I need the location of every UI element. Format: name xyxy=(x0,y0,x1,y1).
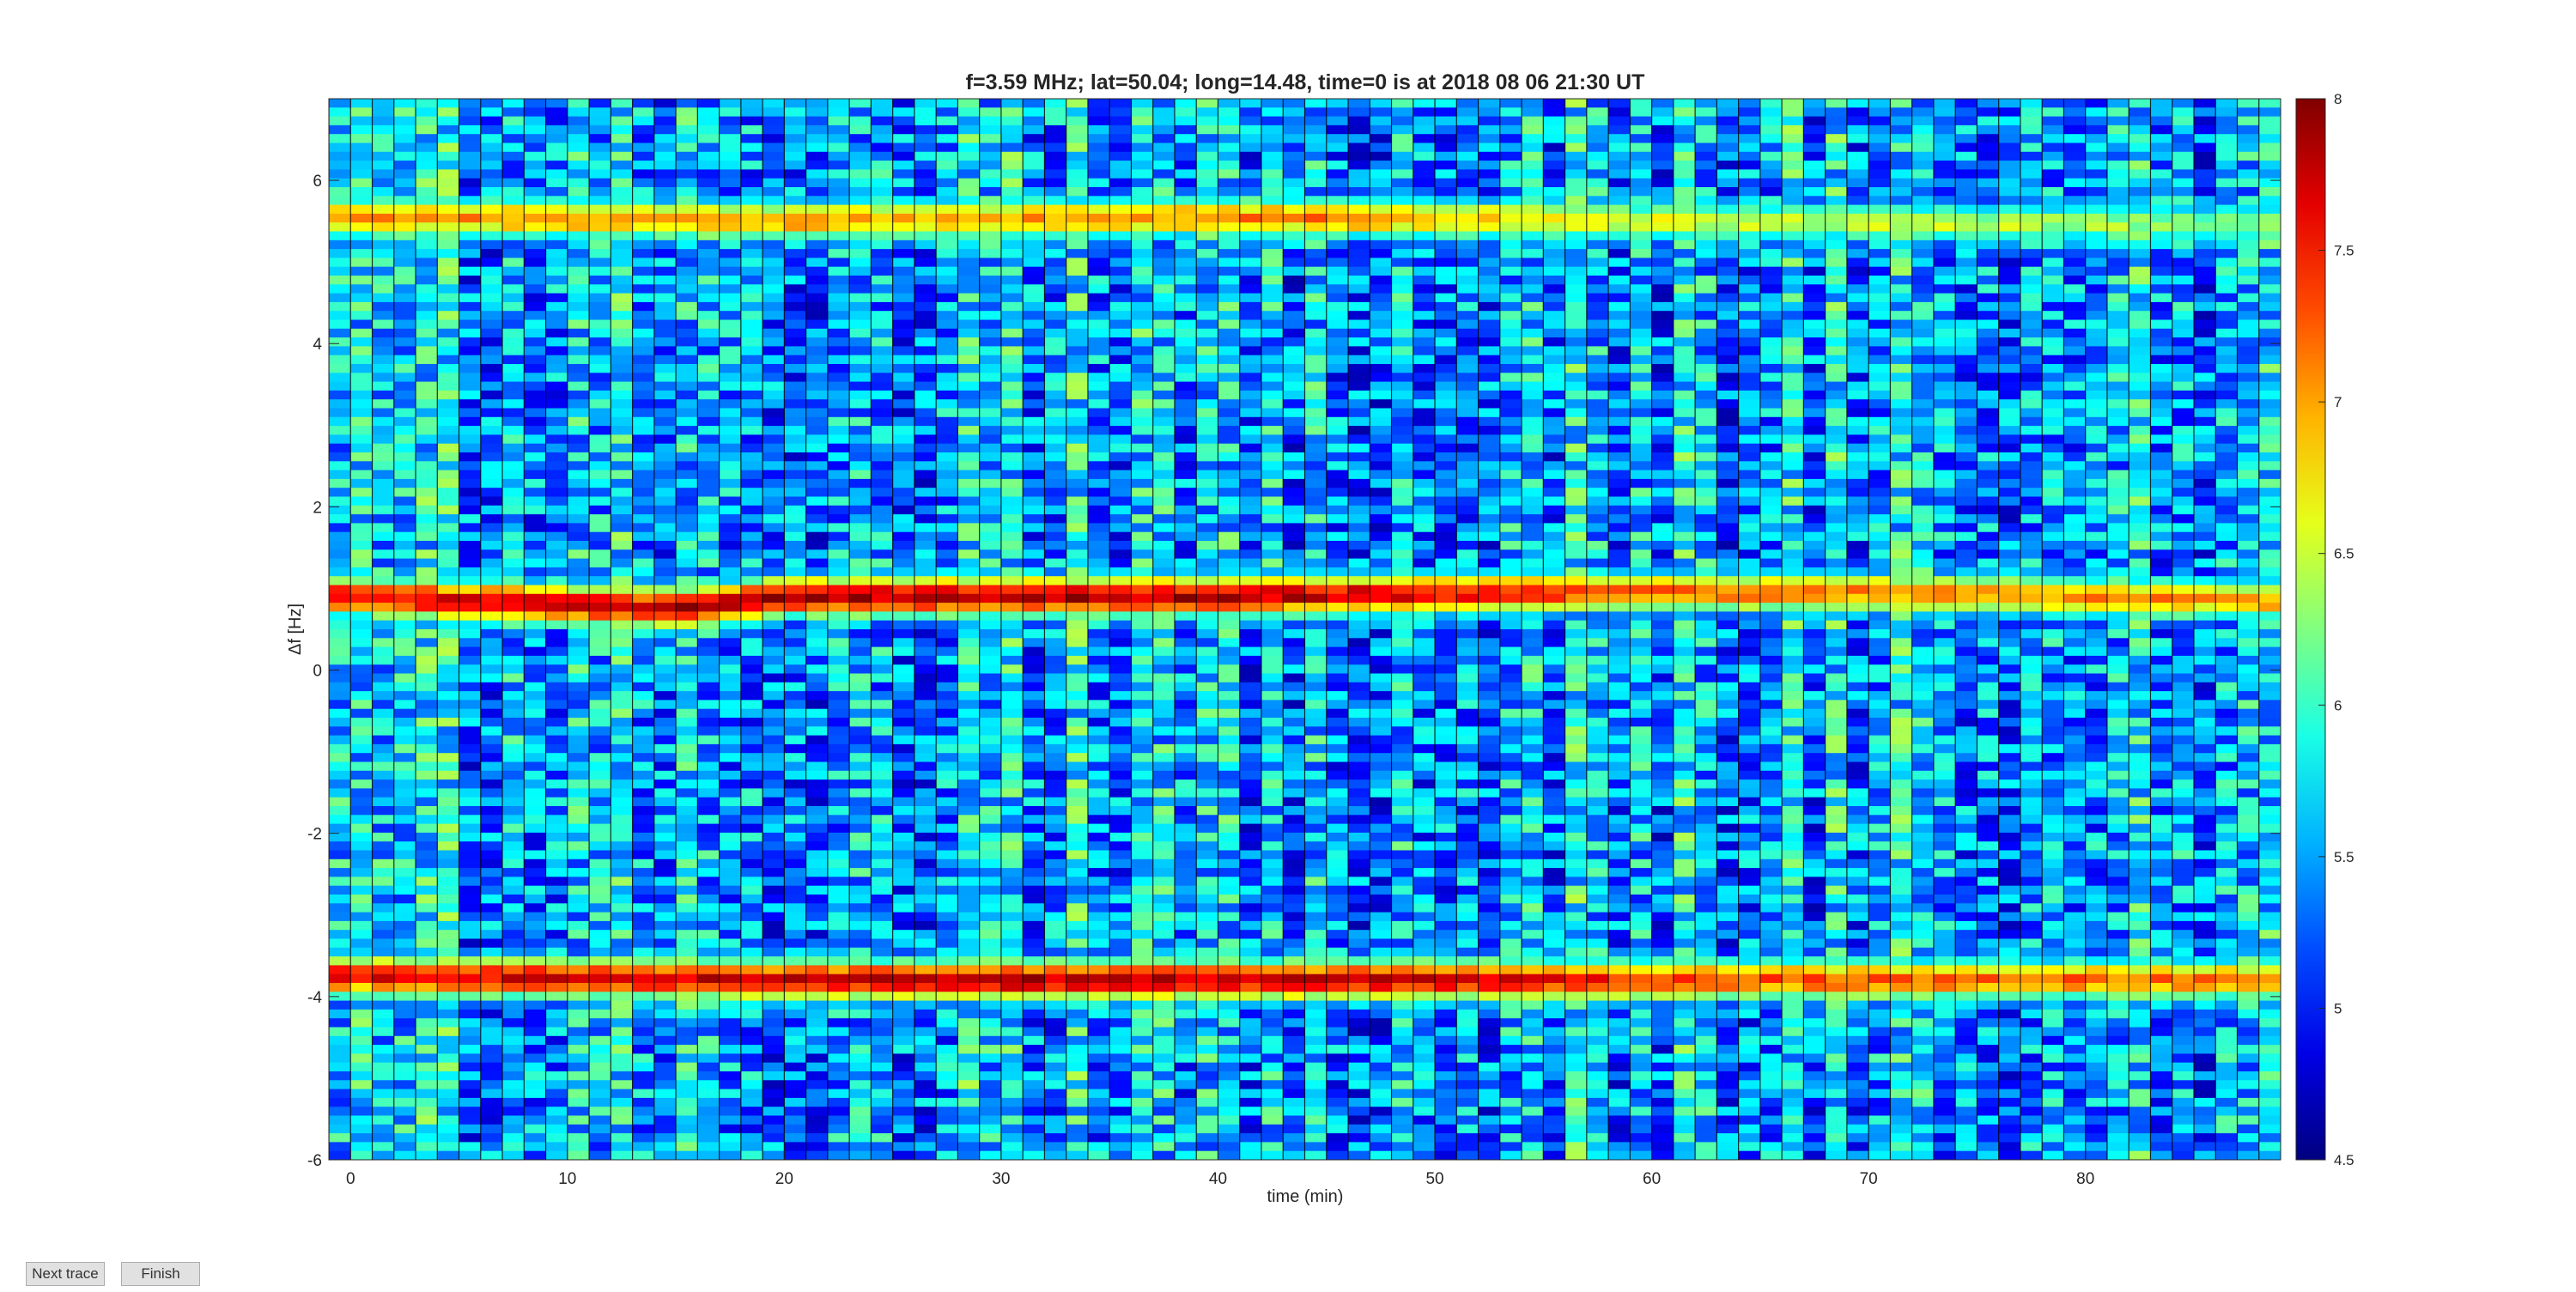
y-tick-label: 0 xyxy=(313,663,322,681)
colorbar-tick-label: 7 xyxy=(2334,394,2342,410)
colorbar xyxy=(2295,98,2326,1161)
y-tick-label: -4 xyxy=(307,989,322,1007)
next-trace-button[interactable]: Next trace xyxy=(26,1262,105,1286)
x-tick-label: 70 xyxy=(1860,1170,1878,1188)
colorbar-tick-label: 8 xyxy=(2334,91,2342,107)
x-tick-label: 40 xyxy=(1209,1170,1227,1188)
plot-area-frame xyxy=(328,98,2281,1161)
x-tick-label: 20 xyxy=(775,1170,793,1188)
x-tick-label: 60 xyxy=(1643,1170,1661,1188)
colorbar-tick-label: 5 xyxy=(2334,1000,2342,1016)
colorbar-ticks: 4.5 5 5.5 6 6.5 7 7.5 8 xyxy=(2318,91,2354,1168)
y-tick-label: 2 xyxy=(313,499,322,517)
x-axis-label: time (min) xyxy=(1267,1187,1344,1206)
colorbar-tick-label: 5.5 xyxy=(2334,849,2354,865)
chart-title: f=3.59 MHz; lat=50.04; long=14.48, time=… xyxy=(966,70,1645,94)
y-tick-label: 4 xyxy=(313,336,322,354)
x-axis: 0 10 20 30 40 50 60 70 80 xyxy=(346,99,2094,1188)
x-tick-label: 30 xyxy=(992,1170,1010,1188)
colorbar-tick-label: 6 xyxy=(2334,697,2342,713)
x-tick-label: 10 xyxy=(558,1170,576,1188)
colorbar-tick-label: 7.5 xyxy=(2334,243,2354,259)
spectrogram-heatmap xyxy=(329,99,2281,1160)
y-tick-label: -6 xyxy=(307,1152,322,1170)
finish-button[interactable]: Finish xyxy=(121,1262,200,1286)
y-tick-label: 6 xyxy=(313,173,322,191)
x-tick-label: 0 xyxy=(346,1170,355,1188)
x-tick-label: 50 xyxy=(1425,1170,1443,1188)
colorbar-tick-label: 4.5 xyxy=(2334,1152,2354,1168)
y-axis-label: Δf [Hz] xyxy=(286,604,305,655)
colorbar-tick-label: 6.5 xyxy=(2334,546,2354,562)
x-tick-label: 80 xyxy=(2076,1170,2094,1188)
y-axis: -6 -4 -2 0 2 4 6 xyxy=(307,173,2281,1170)
y-tick-label: -2 xyxy=(307,826,322,844)
